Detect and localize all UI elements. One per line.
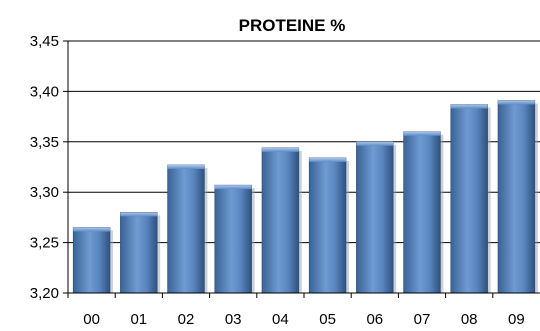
x-tick-label: 04 bbox=[272, 311, 289, 328]
bar-body bbox=[261, 147, 300, 294]
bar-top bbox=[73, 227, 111, 232]
bars bbox=[67, 100, 538, 298]
bar-top bbox=[261, 147, 299, 152]
chart-title: PROTEINE % bbox=[239, 16, 346, 35]
x-tick-label: 06 bbox=[366, 311, 383, 328]
y-tick-labels: 3,20 3,25 3,30 3,35 3,40 3,45 bbox=[30, 33, 59, 302]
x-tick-label: 05 bbox=[319, 311, 336, 328]
bar-05 bbox=[308, 157, 350, 294]
y-tick-label: 3,20 bbox=[30, 285, 59, 302]
bar-top bbox=[167, 164, 205, 169]
bar-top bbox=[497, 100, 535, 105]
y-tick-label: 3,25 bbox=[30, 235, 59, 252]
bar-body bbox=[356, 141, 394, 294]
y-tick-label: 3,35 bbox=[30, 134, 59, 151]
bar-01 bbox=[120, 212, 161, 294]
bar-body bbox=[72, 227, 111, 294]
bar-09 bbox=[497, 100, 538, 294]
bar-02 bbox=[167, 164, 208, 294]
y-tick-label: 3,40 bbox=[30, 83, 59, 100]
bar-03 bbox=[214, 184, 255, 294]
x-tick-label: 02 bbox=[178, 311, 195, 328]
bar-body bbox=[497, 100, 536, 294]
bar-08 bbox=[450, 104, 491, 294]
bar-body bbox=[403, 131, 441, 294]
bar-top bbox=[309, 157, 347, 162]
bar-body bbox=[214, 184, 252, 294]
bar-top bbox=[120, 212, 158, 217]
bar-00 bbox=[72, 227, 114, 294]
x-tick-label: 08 bbox=[461, 311, 478, 328]
bar-body bbox=[308, 157, 347, 294]
x-tick-label: 09 bbox=[508, 311, 525, 328]
y-tick-label: 3,30 bbox=[30, 184, 59, 201]
bar-04 bbox=[261, 147, 302, 294]
x-tick-label: 07 bbox=[414, 311, 431, 328]
bar-07 bbox=[403, 131, 444, 294]
bar-body bbox=[167, 164, 205, 294]
bar-top bbox=[403, 131, 441, 136]
bar-top bbox=[450, 104, 488, 109]
y-tick-label: 3,45 bbox=[30, 33, 59, 50]
bar-06 bbox=[356, 141, 397, 294]
bar-body bbox=[120, 212, 158, 294]
axes bbox=[67, 41, 540, 294]
bar-top bbox=[356, 141, 394, 146]
bar-body bbox=[450, 104, 488, 294]
bar-top bbox=[214, 185, 252, 190]
x-tick-labels: 00 01 02 03 04 05 06 07 08 09 bbox=[83, 311, 524, 328]
x-tick-label: 01 bbox=[130, 311, 147, 328]
x-tick-label: 00 bbox=[83, 311, 100, 328]
x-tick-label: 03 bbox=[225, 311, 242, 328]
